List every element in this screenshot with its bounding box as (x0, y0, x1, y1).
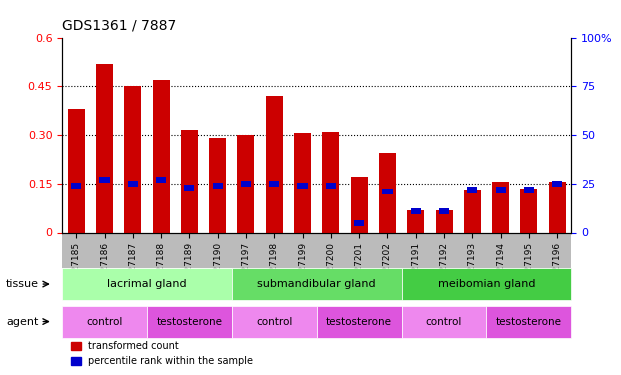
Bar (383, 189, 392, 195)
Bar (269, 181, 279, 187)
Bar (524, 187, 534, 192)
Bar (326, 183, 336, 189)
Text: testosterone: testosterone (326, 316, 392, 327)
Text: testosterone: testosterone (496, 316, 562, 327)
Bar (410, 208, 421, 214)
Text: GDS1361 / 7887: GDS1361 / 7887 (62, 19, 176, 33)
Bar (294, 134, 311, 232)
Text: control: control (256, 316, 292, 327)
Bar (209, 138, 226, 232)
Bar (241, 181, 251, 187)
Bar (435, 210, 453, 232)
Bar (439, 208, 449, 214)
Bar (464, 190, 481, 232)
Bar (520, 189, 537, 232)
Text: testosterone: testosterone (156, 316, 222, 327)
Text: control: control (426, 316, 462, 327)
Bar (379, 153, 396, 232)
Bar (124, 86, 142, 232)
Bar (128, 181, 138, 187)
Bar (266, 96, 283, 232)
Text: agent: agent (6, 316, 39, 327)
Bar (96, 63, 113, 232)
Bar (467, 187, 478, 192)
Bar (237, 135, 255, 232)
Bar (322, 132, 339, 232)
Bar (351, 177, 368, 232)
Text: meibomian gland: meibomian gland (438, 279, 535, 289)
Bar (184, 185, 194, 190)
Bar (99, 177, 110, 183)
Bar (297, 183, 307, 189)
Bar (407, 210, 424, 232)
Bar (552, 181, 562, 187)
Bar (68, 109, 84, 232)
Bar (71, 183, 81, 189)
Legend: transformed count, percentile rank within the sample: transformed count, percentile rank withi… (67, 338, 257, 370)
Text: control: control (86, 316, 123, 327)
Bar (181, 130, 198, 232)
Text: lacrimal gland: lacrimal gland (107, 279, 187, 289)
Text: tissue: tissue (6, 279, 39, 289)
Text: submandibular gland: submandibular gland (257, 279, 376, 289)
Bar (153, 80, 170, 232)
Bar (156, 177, 166, 183)
Bar (496, 187, 505, 192)
Bar (549, 182, 566, 232)
Bar (354, 220, 365, 226)
Bar (212, 183, 223, 189)
Bar (492, 182, 509, 232)
